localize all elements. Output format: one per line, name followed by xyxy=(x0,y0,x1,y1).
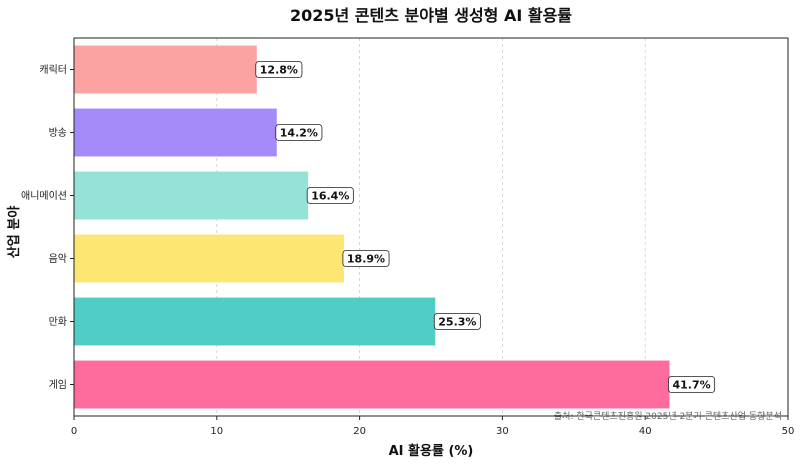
data-label-box xyxy=(342,250,390,267)
data-label-box xyxy=(275,124,323,141)
data-label-2: 16.4% xyxy=(306,187,354,204)
data-label-box xyxy=(306,187,354,204)
source-note: 출처: 한국콘텐츠진흥원 2025년 2분기 콘텐츠산업 동향분석 xyxy=(554,410,782,422)
grid-lines xyxy=(216,38,646,416)
x-tick-label: 0 xyxy=(71,426,77,437)
data-label-text: 25.3% xyxy=(438,316,476,329)
bars xyxy=(74,45,670,409)
x-tick-label: 10 xyxy=(210,426,223,437)
data-labels: 12.8% 14.2% 16.4% 18.9% 25.3% 41.7% xyxy=(255,61,716,393)
data-label-text: 14.2% xyxy=(280,127,318,140)
data-label-4: 25.3% xyxy=(433,313,481,330)
bar-2 xyxy=(74,171,309,220)
bar-4 xyxy=(74,297,436,346)
category-label: 애니메이션 xyxy=(21,190,67,202)
data-label-0: 12.8% xyxy=(255,61,303,78)
data-label-text: 18.9% xyxy=(347,253,385,266)
x-tick-label: 20 xyxy=(353,426,366,437)
bar-0 xyxy=(74,45,257,94)
plot-frame xyxy=(73,37,789,417)
data-label-box xyxy=(433,313,481,330)
data-label-text: 16.4% xyxy=(311,190,349,203)
chart-title: 2025년 콘텐츠 분야별 생성형 AI 활용률 xyxy=(290,6,572,25)
data-label-box xyxy=(668,376,716,393)
data-label-5: 41.7% xyxy=(668,376,716,393)
category-label: 방송 xyxy=(49,127,67,139)
bar-3 xyxy=(74,234,344,283)
x-axis-ticks: 0 10 20 30 40 50 xyxy=(71,416,795,437)
data-label-box xyxy=(255,61,303,78)
bar-5 xyxy=(74,360,670,409)
data-label-1: 14.2% xyxy=(275,124,323,141)
category-label: 만화 xyxy=(49,316,67,328)
data-label-text: 12.8% xyxy=(260,64,298,77)
category-label: 게임 xyxy=(49,378,67,391)
x-tick-label: 40 xyxy=(639,426,652,437)
category-label: 캐릭터 xyxy=(39,64,67,76)
x-tick-label: 30 xyxy=(496,426,509,437)
x-axis-title: AI 활용률 (%) xyxy=(389,443,474,459)
bar-1 xyxy=(74,108,277,157)
y-axis-title: 산업 분야 xyxy=(6,206,22,258)
data-label-3: 18.9% xyxy=(342,250,390,267)
x-tick-label: 50 xyxy=(782,426,795,437)
category-label: 음악 xyxy=(49,253,67,265)
data-label-text: 41.7% xyxy=(672,379,710,392)
